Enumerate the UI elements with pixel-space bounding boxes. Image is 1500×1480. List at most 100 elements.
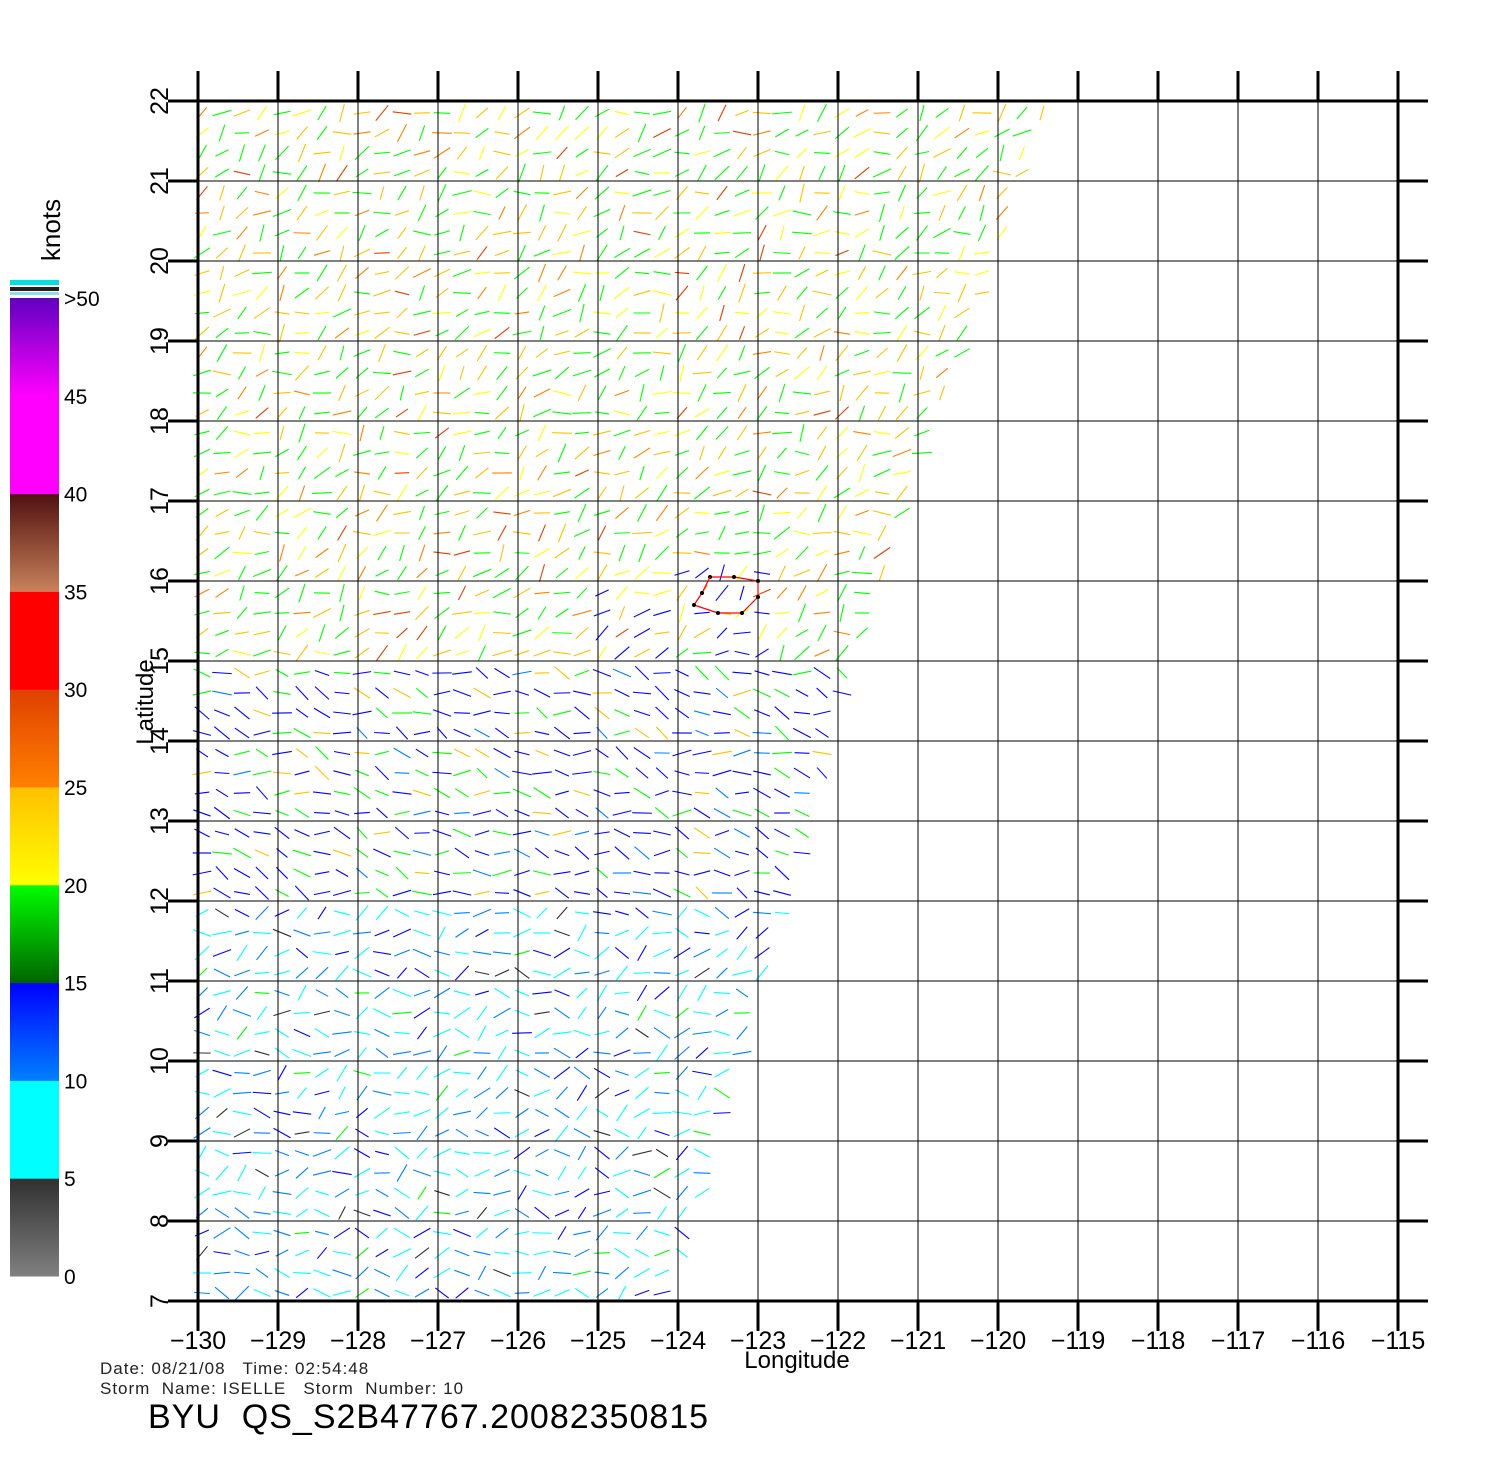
wind-vector bbox=[699, 445, 705, 461]
wind-vector bbox=[816, 564, 828, 582]
wind-vector bbox=[315, 1190, 329, 1196]
wind-vector bbox=[634, 1248, 650, 1258]
wind-vector bbox=[274, 909, 290, 917]
wind-vector bbox=[337, 565, 347, 581]
wind-vector bbox=[552, 830, 572, 836]
wind-vector bbox=[558, 164, 566, 182]
wind-vector bbox=[694, 550, 710, 556]
wind-vector bbox=[674, 826, 690, 840]
wind-vector bbox=[297, 985, 307, 1001]
wind-vector bbox=[774, 411, 790, 415]
wind-vector bbox=[434, 427, 450, 439]
wind-vector bbox=[554, 887, 570, 899]
wind-vector bbox=[714, 511, 730, 515]
wind-vector bbox=[837, 306, 847, 320]
wind-vector bbox=[539, 325, 545, 341]
wind-vector bbox=[834, 406, 850, 420]
wind-vector bbox=[472, 190, 492, 196]
wind-vector bbox=[313, 511, 331, 515]
wind-vector bbox=[839, 604, 845, 622]
wind-vector bbox=[773, 526, 791, 540]
wind-vector bbox=[275, 448, 289, 458]
wind-vector bbox=[796, 347, 808, 359]
wind-vector bbox=[573, 1029, 591, 1037]
wind-vector bbox=[474, 589, 490, 597]
wind-vector bbox=[314, 669, 330, 677]
wind-vector bbox=[735, 109, 749, 117]
wind-vector bbox=[533, 688, 551, 698]
wind-vector bbox=[374, 326, 390, 340]
wind-vector bbox=[495, 808, 509, 818]
wind-vector bbox=[358, 585, 366, 601]
wind-vector bbox=[354, 389, 370, 397]
wind-vector bbox=[253, 210, 271, 216]
wind-vector bbox=[736, 945, 748, 961]
wind-vector bbox=[454, 788, 470, 798]
wind-vector bbox=[313, 731, 331, 735]
wind-vector bbox=[912, 451, 932, 455]
wind-vector bbox=[597, 385, 607, 401]
wind-vector bbox=[557, 443, 567, 463]
wind-vector bbox=[737, 406, 747, 420]
wind-vector bbox=[414, 910, 430, 916]
wind-vector bbox=[618, 605, 626, 621]
wind-vector bbox=[635, 1028, 649, 1038]
wind-vector bbox=[553, 749, 571, 757]
wind-vector bbox=[495, 166, 509, 180]
colorbar-tick-label: 15 bbox=[64, 973, 87, 996]
wind-vector bbox=[373, 610, 391, 616]
wind-vector bbox=[615, 1070, 629, 1076]
wind-vector bbox=[614, 1010, 630, 1016]
wind-vector bbox=[293, 611, 311, 615]
wind-vector bbox=[232, 1110, 252, 1116]
wind-vector bbox=[433, 690, 451, 696]
wind-vector bbox=[553, 591, 571, 595]
wind-vector bbox=[254, 670, 270, 676]
wind-vector bbox=[594, 1271, 610, 1275]
wind-vector bbox=[654, 1091, 670, 1095]
wind-vector bbox=[692, 1031, 712, 1035]
wind-vector bbox=[354, 891, 370, 895]
wind-vector bbox=[416, 646, 428, 660]
wind-vector bbox=[297, 466, 307, 480]
wind-vector bbox=[535, 749, 549, 757]
wind-vector bbox=[499, 544, 505, 562]
wind-vector bbox=[272, 731, 292, 735]
wind-vector bbox=[554, 1107, 570, 1119]
wind-vector bbox=[213, 569, 231, 577]
wind-vector bbox=[894, 245, 910, 261]
wind-vector bbox=[434, 850, 450, 856]
wind-vector bbox=[214, 726, 230, 740]
wind-vector bbox=[353, 471, 371, 475]
wind-vector bbox=[553, 651, 571, 655]
wind-vector bbox=[236, 186, 248, 200]
wind-vector bbox=[372, 1008, 392, 1018]
wind-vector bbox=[978, 184, 986, 202]
wind-vector bbox=[332, 1290, 352, 1296]
wind-vector bbox=[373, 1107, 391, 1119]
wind-vector bbox=[433, 147, 451, 159]
wind-vector bbox=[313, 931, 331, 935]
wind-vector bbox=[772, 209, 792, 217]
wind-vector bbox=[754, 826, 770, 840]
wind-vector bbox=[193, 1187, 211, 1199]
wind-vector bbox=[193, 668, 211, 678]
wind-vector bbox=[473, 687, 491, 699]
wind-vector bbox=[375, 228, 389, 238]
wind-vector bbox=[619, 485, 625, 501]
wind-vector bbox=[513, 848, 531, 858]
wind-vector bbox=[359, 424, 365, 442]
wind-vector bbox=[572, 771, 592, 775]
wind-vector bbox=[376, 504, 388, 522]
wind-vector bbox=[553, 1047, 571, 1059]
colorbar-tick-label: 45 bbox=[64, 386, 87, 409]
wind-vector bbox=[252, 770, 272, 776]
wind-vector bbox=[433, 250, 451, 256]
wind-vector bbox=[478, 645, 486, 661]
wind-vector bbox=[393, 747, 411, 759]
wind-vector bbox=[757, 224, 767, 242]
wind-vector bbox=[272, 370, 292, 376]
wind-vector bbox=[336, 485, 348, 501]
wind-vector bbox=[775, 128, 789, 138]
wind-vector bbox=[354, 628, 370, 638]
